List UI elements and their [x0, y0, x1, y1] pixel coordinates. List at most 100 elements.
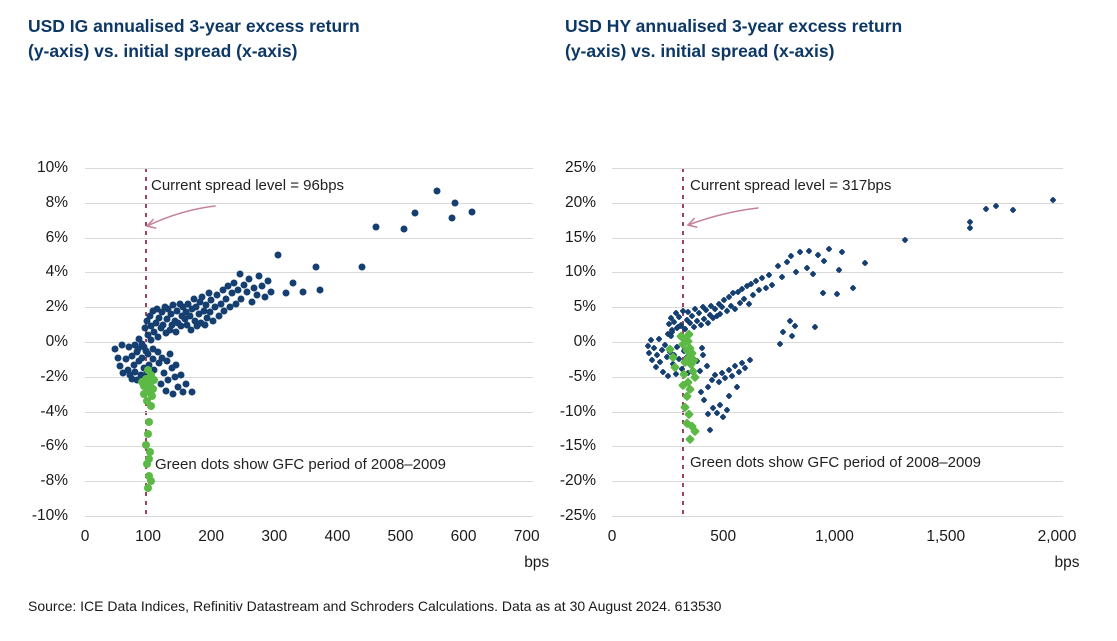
data-point — [224, 282, 232, 290]
data-point — [172, 361, 180, 369]
x-tick-label: 0 — [607, 528, 617, 545]
data-point — [128, 375, 136, 383]
x-tick-label: 700 — [513, 528, 540, 545]
data-point — [177, 371, 185, 379]
data-point — [655, 334, 663, 343]
data-point — [184, 300, 192, 308]
data-point — [149, 345, 157, 353]
data-point — [153, 305, 161, 313]
data-point — [803, 264, 811, 272]
y-tick-label: -5% — [568, 367, 596, 385]
gridline — [612, 237, 1063, 239]
x-tick-label: 500 — [710, 528, 737, 545]
data-point — [234, 286, 242, 294]
data-point — [119, 369, 127, 377]
data-point — [768, 281, 776, 289]
data-point — [222, 295, 230, 302]
data-point — [400, 225, 408, 233]
data-point — [131, 368, 139, 376]
gfc-data-point — [144, 454, 153, 463]
data-point — [228, 289, 236, 297]
y-tick-label: -25% — [559, 507, 596, 524]
data-point — [152, 319, 160, 327]
ig-plot-area: Current spread level = 96bps Green dots … — [85, 168, 533, 517]
data-point — [811, 323, 819, 331]
data-point — [155, 359, 163, 367]
data-point — [138, 354, 146, 362]
data-point — [159, 321, 167, 329]
data-point — [282, 289, 290, 297]
data-point — [758, 274, 766, 282]
data-point — [219, 286, 227, 294]
data-point — [155, 314, 163, 322]
data-point — [805, 247, 813, 255]
data-point — [255, 272, 263, 280]
data-point — [248, 298, 256, 306]
data-point — [114, 354, 122, 362]
data-point — [169, 390, 177, 398]
data-point — [171, 373, 179, 381]
data-point — [755, 286, 763, 295]
data-point — [191, 317, 199, 325]
data-point — [267, 288, 275, 296]
data-point — [149, 355, 156, 363]
data-point — [796, 248, 804, 256]
gfc-data-point — [143, 459, 152, 468]
data-point — [849, 284, 857, 292]
y-tick-label: -8% — [40, 472, 68, 490]
data-point — [143, 317, 151, 325]
hy-gfc-note: Green dots show GFC period of 2008–2009 — [690, 454, 982, 471]
data-point — [183, 321, 191, 329]
data-point — [788, 332, 796, 340]
data-point — [966, 224, 974, 232]
data-point — [746, 356, 754, 364]
data-point — [167, 310, 175, 318]
data-point — [792, 268, 800, 276]
data-point — [703, 362, 711, 370]
data-point — [187, 326, 195, 334]
data-point — [787, 252, 795, 260]
data-point — [145, 361, 153, 369]
y-tick-label: 5% — [573, 298, 596, 316]
data-point — [158, 354, 166, 362]
data-point — [213, 291, 221, 299]
gfc-data-point — [144, 430, 153, 439]
gridline — [85, 272, 533, 274]
gfc-data-point — [147, 391, 156, 400]
data-point — [182, 380, 190, 388]
y-tick-label: -6% — [40, 437, 68, 455]
data-point — [195, 310, 203, 318]
gfc-data-point — [690, 426, 701, 436]
data-point — [230, 279, 238, 287]
data-point — [203, 314, 211, 322]
data-point — [161, 303, 168, 311]
data-point — [144, 331, 152, 339]
gridline — [612, 481, 1063, 483]
data-point — [193, 322, 201, 330]
data-point — [1009, 206, 1017, 214]
data-point — [164, 305, 172, 313]
hy-y-axis-labels: 25% 20% 15% 10% 5% 0% -5% -10% -15% -20% -25% — [528, 159, 604, 524]
data-point — [838, 248, 846, 256]
ig-x-axis-labels: bps 0 100 200 300 400 500 600 700 — [81, 524, 550, 584]
data-point — [157, 324, 165, 332]
data-point — [468, 208, 476, 215]
data-point — [201, 321, 209, 329]
data-point — [699, 351, 707, 359]
data-point — [645, 349, 653, 357]
data-point — [733, 382, 741, 391]
data-point — [820, 257, 828, 265]
data-point — [205, 289, 213, 297]
x-tick-label: 100 — [135, 528, 162, 545]
data-point — [179, 388, 187, 396]
data-point — [411, 209, 419, 217]
hy-current-spread-annotation: Current spread level = 317bps — [690, 177, 892, 194]
data-point — [181, 315, 189, 323]
data-point — [289, 279, 297, 287]
data-point — [158, 308, 166, 316]
data-point — [134, 345, 142, 353]
data-point — [146, 312, 154, 320]
data-point — [140, 343, 148, 351]
gridline — [612, 411, 1063, 413]
y-tick-label: -10% — [559, 402, 596, 420]
